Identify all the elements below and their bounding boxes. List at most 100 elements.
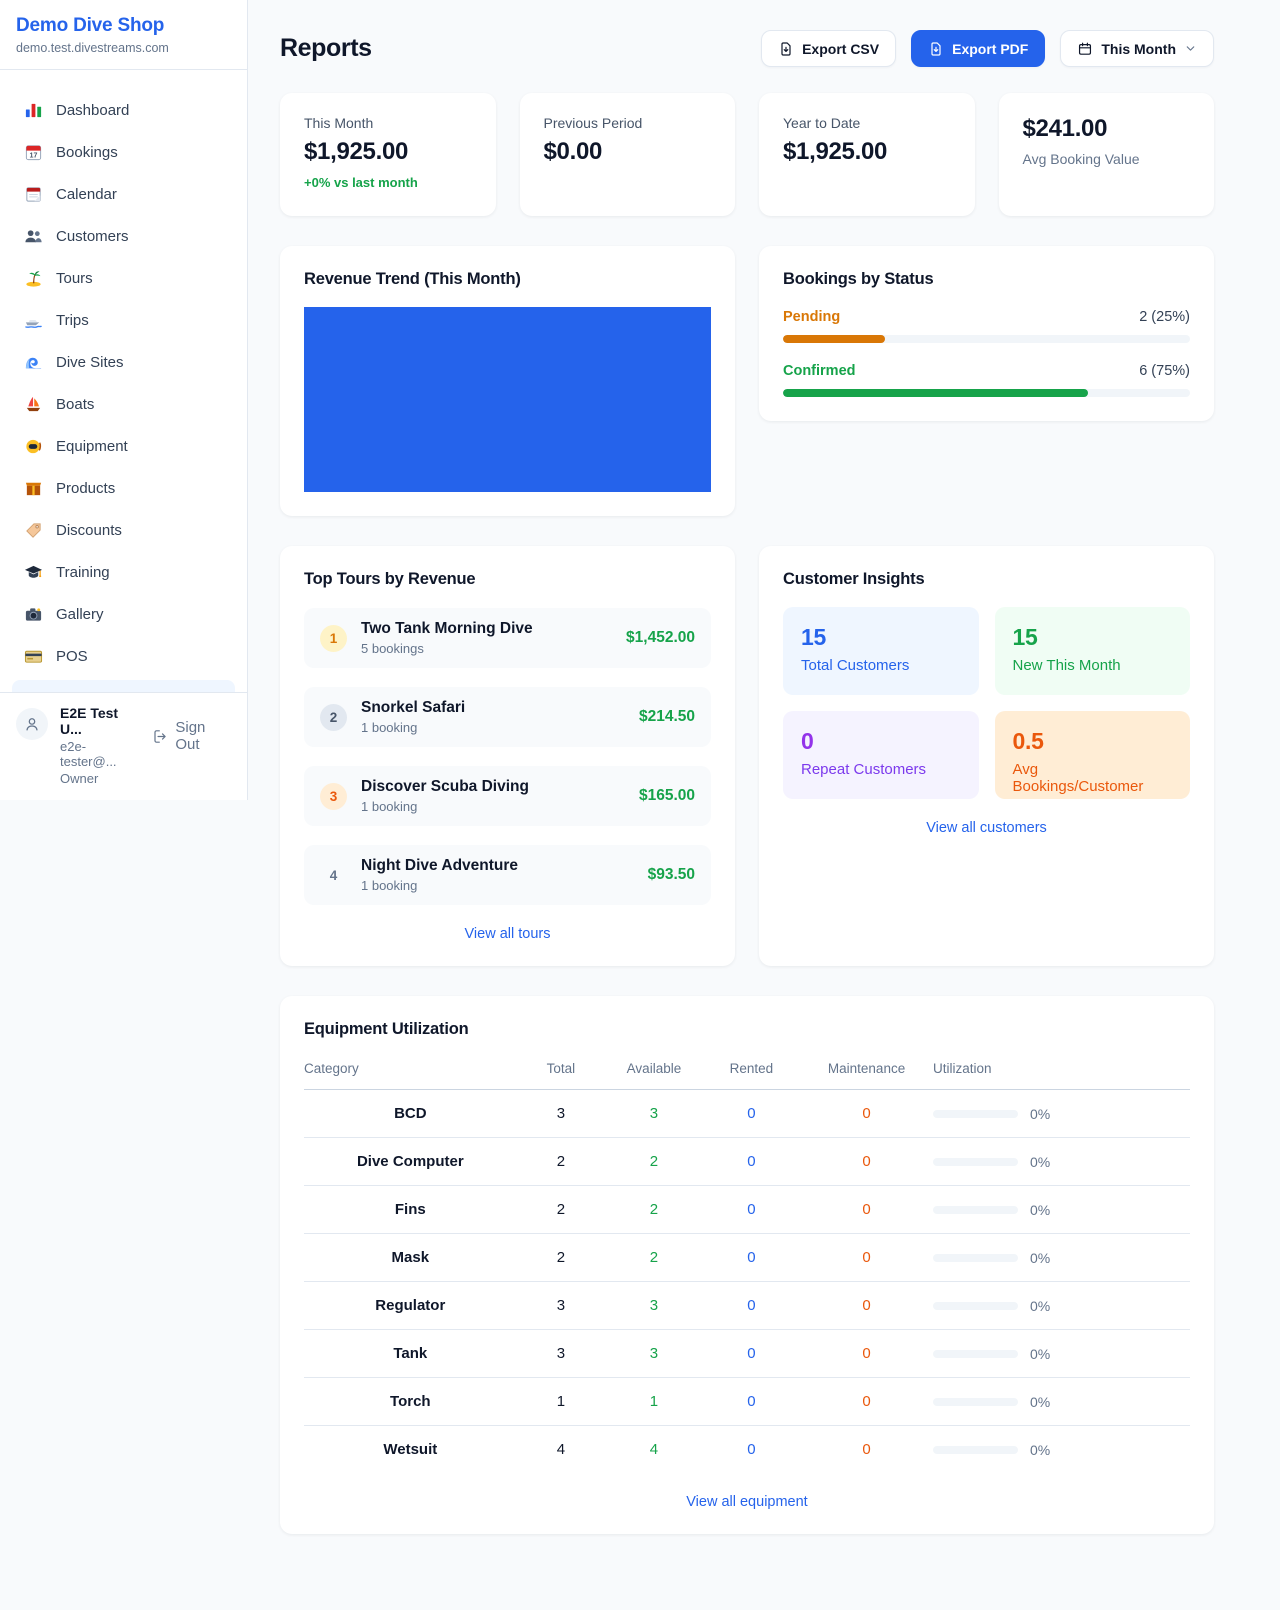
status-row-confirmed: Confirmed 6 (75%) [783, 363, 1190, 397]
stat-label: Year to Date [783, 115, 861, 131]
stat-label: Previous Period [543, 115, 643, 131]
cell-category: BCD [304, 1089, 517, 1138]
cell-rented: 0 [702, 1329, 801, 1378]
sidebar-item-trips[interactable]: Trips [12, 302, 235, 339]
revenue-trend-card: Revenue Trend (This Month) [280, 246, 735, 516]
cell-maintenance: 0 [800, 1377, 934, 1426]
utilization-label: 0% [1030, 1105, 1051, 1122]
status-count: 6 (75%) [1139, 363, 1190, 379]
export-pdf-button[interactable]: Export PDF [911, 30, 1046, 67]
equipment-table: Category Total Available Rented Maintena… [304, 1055, 1190, 1473]
logout-icon [154, 729, 166, 743]
cell-total: 4 [556, 1441, 566, 1458]
view-all-customers-link[interactable]: View all customers [926, 820, 1047, 836]
sidebar-item-customers[interactable]: Customers [12, 218, 235, 255]
status-label: Confirmed [783, 363, 856, 379]
cell-rented: 0 [702, 1233, 801, 1282]
sidebar-item-pos[interactable]: POS [12, 638, 235, 675]
sidebar-item-discounts[interactable]: Discounts [12, 512, 235, 549]
tour-bookings: 1 booking [361, 799, 418, 814]
stat-card-previous-period: Previous Period $0.00 [519, 93, 735, 216]
palm-island-icon [24, 269, 43, 288]
stat-card-year-to-date: Year to Date $1,925.00 [759, 93, 975, 216]
cell-total: 2 [516, 1185, 606, 1234]
sidebar-item-products[interactable]: Products [12, 470, 235, 507]
period-select[interactable]: This Month [1060, 30, 1214, 67]
status-label: Pending [783, 309, 841, 325]
tour-name: Two Tank Morning Dive [361, 620, 533, 637]
sidebar-item-gallery[interactable]: Gallery [12, 596, 235, 633]
sidebar-item-label: Training [56, 564, 110, 581]
sidebar-item-tours[interactable]: Tours [12, 260, 235, 297]
stat-value: $241.00 [1022, 115, 1108, 142]
tour-amount: $165.00 [638, 787, 695, 804]
sidebar-item-label: Gallery [56, 606, 104, 623]
shop-domain: demo.test.divestreams.com [16, 41, 169, 55]
cell-category: Regulator [304, 1281, 517, 1330]
column-header: Rented [702, 1055, 801, 1090]
tile-value: 15 [1012, 624, 1038, 650]
camera-icon [24, 605, 43, 624]
sidebar-item-dashboard[interactable]: Dashboard [12, 92, 235, 129]
cell-rented: 0 [747, 1441, 756, 1458]
calendar-icon [1079, 42, 1092, 55]
cell-maintenance: 0 [800, 1089, 934, 1138]
sign-out-button[interactable]: Sign Out [152, 719, 231, 753]
file-download-icon [931, 41, 941, 56]
card-title: Revenue Trend (This Month) [304, 270, 521, 288]
sidebar-item-equipment[interactable]: Equipment [12, 428, 235, 465]
avatar [16, 708, 48, 740]
stats-row: This Month $1,925.00 +0% vs last month P… [280, 93, 1214, 216]
credit-card-icon [24, 647, 43, 666]
insights-row: Top Tours by Revenue 1 Two Tank Morning … [280, 546, 1214, 966]
cell-maintenance: 0 [862, 1441, 871, 1458]
cell-available: 4 [649, 1441, 659, 1458]
table-row: Torch 1 1 0 0 0% [304, 1377, 1190, 1426]
sidebar: Demo Dive Shop demo.test.divestreams.com… [0, 0, 248, 800]
utilization-cell: 0% [933, 1298, 1190, 1314]
sidebar-item-bookings[interactable]: 17 Bookings [12, 134, 235, 171]
cell-category: Tank [304, 1329, 517, 1378]
cell-maintenance: 0 [800, 1185, 934, 1234]
cell-total: 3 [516, 1329, 606, 1378]
sidebar-item-training[interactable]: Training [12, 554, 235, 591]
tour-amount: $214.50 [638, 708, 695, 725]
sidebar-item-calendar[interactable]: Calendar [12, 176, 235, 213]
utilization-cell: 0% [933, 1202, 1190, 1218]
equipment-utilization-card: Equipment Utilization Category Total Ava… [280, 996, 1214, 1534]
sidebar-item-label: POS [56, 648, 88, 665]
view-all-tours-link[interactable]: View all tours [464, 926, 551, 942]
sidebar-item-boats[interactable]: Boats [12, 386, 235, 423]
sidebar-header: Demo Dive Shop demo.test.divestreams.com [0, 0, 247, 70]
status-bar-track [783, 335, 1190, 343]
status-row-pending: Pending 2 (25%) [783, 309, 1190, 343]
status-bar-track [783, 389, 1190, 397]
period-label: This Month [1101, 40, 1176, 57]
cell-rented: 0 [702, 1089, 801, 1138]
cell-category: Wetsuit [383, 1441, 438, 1458]
package-icon [24, 479, 43, 498]
stat-label: This Month [304, 115, 374, 131]
user-meta: E2E Test U... e2e-tester@... Owner [60, 705, 140, 786]
export-pdf-label: Export PDF [952, 40, 1029, 57]
user-role: Owner [60, 771, 99, 786]
page-title: Reports [280, 34, 372, 62]
cell-maintenance: 0 [800, 1329, 934, 1378]
tile-label: New This Month [1012, 657, 1121, 674]
utilization-cell: 0% [933, 1394, 1190, 1410]
table-row: Fins 2 2 0 0 0% [304, 1185, 1190, 1234]
status-count: 2 (25%) [1139, 309, 1190, 325]
table-row: Tank 3 3 0 0 0% [304, 1329, 1190, 1378]
tour-row: 4 Night Dive Adventure 1 booking $93.50 [304, 845, 711, 905]
speedboat-icon [24, 311, 43, 330]
header-actions: Export CSV Export PDF This Month [761, 30, 1214, 67]
view-all-equipment-link[interactable]: View all equipment [686, 1494, 808, 1510]
sidebar-item-dive-sites[interactable]: Dive Sites [12, 344, 235, 381]
sidebar-item-reports-active[interactable] [12, 680, 235, 692]
charts-row: Revenue Trend (This Month) Bookings by S… [280, 246, 1214, 516]
export-csv-button[interactable]: Export CSV [761, 30, 897, 67]
chevron-down-icon [1186, 46, 1195, 51]
table-row: Regulator 3 3 0 0 0% [304, 1281, 1190, 1330]
cell-available: 3 [605, 1329, 703, 1378]
tour-row: 1 Two Tank Morning Dive 5 bookings $1,45… [304, 608, 711, 668]
